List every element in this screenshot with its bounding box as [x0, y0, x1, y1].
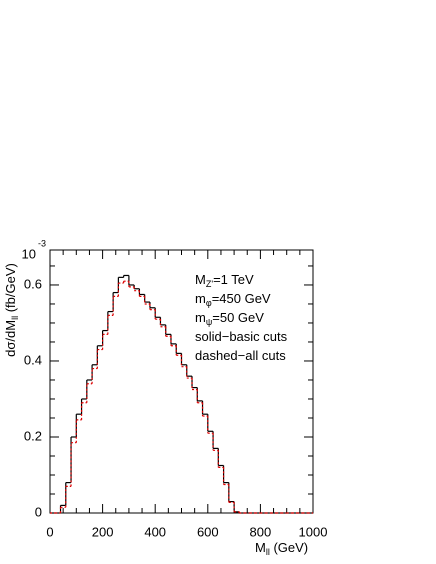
y-tick-label: 0.6: [24, 276, 42, 291]
y-axis-label-main: dσ/dM: [3, 320, 18, 357]
y-axis-label-sub: ll: [10, 316, 20, 320]
y-axis-label: dσ/dMll (fb/GeV): [3, 263, 20, 357]
x-axis-label-rest: (GeV): [270, 540, 308, 555]
annotation-rest: =1 TeV: [213, 272, 254, 287]
annotation: dashed−all cuts: [195, 348, 286, 363]
x-tick-label: 400: [144, 524, 166, 539]
annotation: mψ=50 GeV: [195, 310, 264, 327]
annotation: solid−basic cuts: [195, 329, 288, 344]
annotation-main: M: [195, 272, 206, 287]
annotation-main: m: [195, 291, 206, 306]
x-axis-label-main: M: [255, 540, 266, 555]
x-tick-label: 600: [197, 524, 219, 539]
x-axis-label: Mll (GeV): [255, 540, 308, 557]
plot-frame: [49, 249, 314, 514]
y-tick-label: 0: [35, 504, 42, 519]
x-tick-label: 800: [250, 524, 272, 539]
annotation-main: m: [195, 310, 206, 325]
x-tick-label: 0: [46, 524, 53, 539]
y-tick-label: 0.4: [24, 352, 42, 367]
annotation-sub: φ: [206, 298, 212, 308]
y-axis-label-rest: (fb/GeV): [3, 263, 18, 316]
annotation-sub: Z': [206, 279, 213, 289]
y-tick-label: 0.2: [24, 428, 42, 443]
x-axis-label-sub: ll: [266, 547, 270, 557]
x-tick-label: 200: [92, 524, 114, 539]
annotation-rest: =450 GeV: [212, 291, 271, 306]
annotation-sub: ψ: [206, 317, 212, 327]
annotation: mφ=450 GeV: [195, 291, 271, 308]
annotation-main: dashed−all cuts: [195, 348, 286, 363]
y-multiplier-base: 10: [22, 246, 36, 261]
annotation: MZ'=1 TeV: [195, 272, 254, 289]
annotation-rest: =50 GeV: [212, 310, 264, 325]
y-multiplier-exponent: -3: [38, 238, 46, 248]
x-tick-label: 1000: [299, 524, 328, 539]
annotation-main: solid−basic cuts: [195, 329, 288, 344]
